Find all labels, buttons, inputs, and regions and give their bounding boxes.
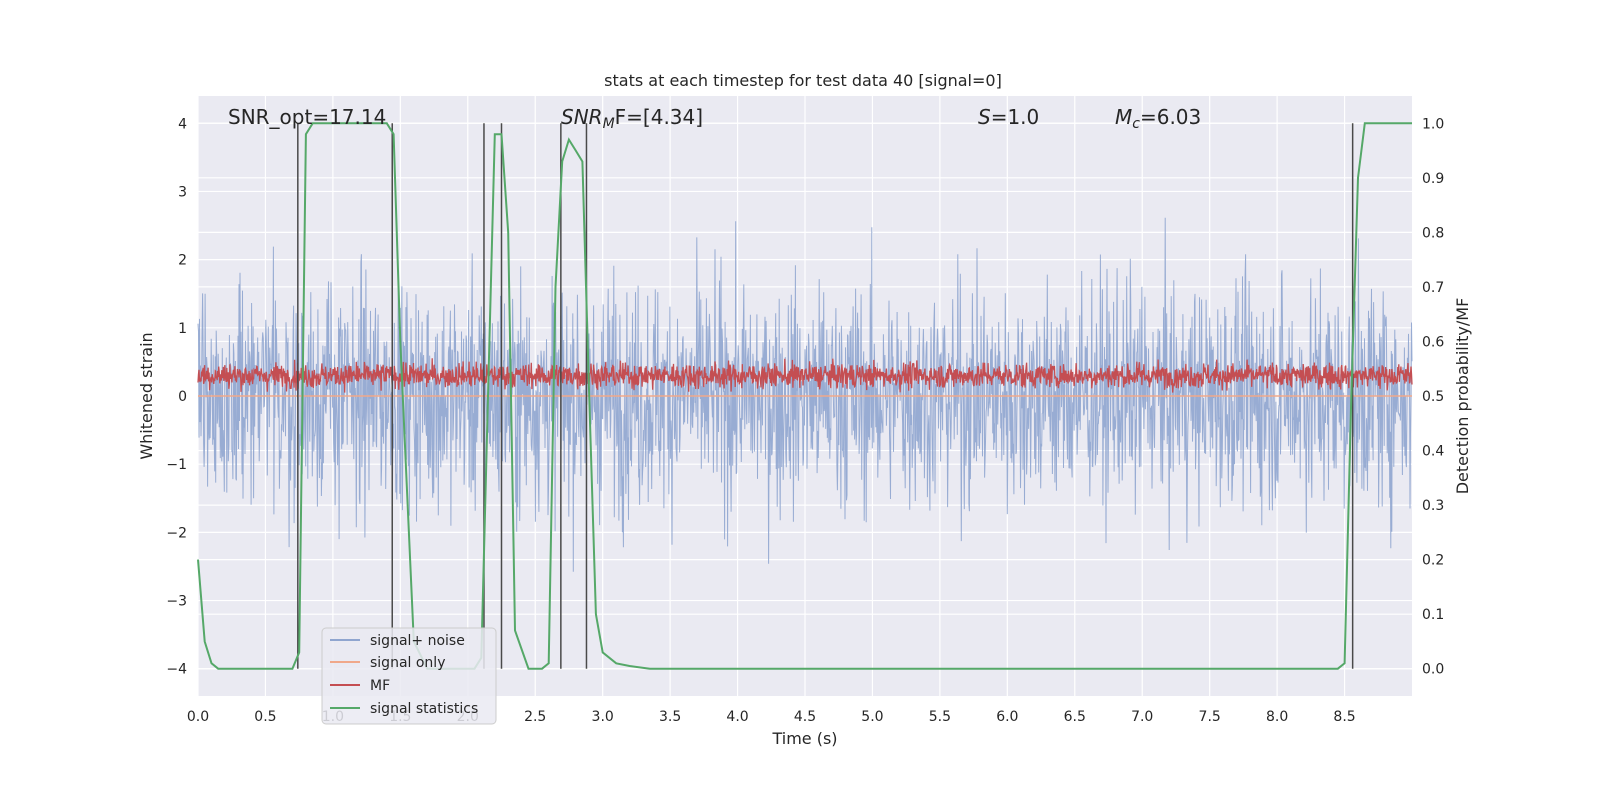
- mf-series: [197, 358, 1413, 393]
- y2-tick-label: 0.1: [1422, 607, 1444, 623]
- x-tick-label: 7.5: [1199, 709, 1221, 725]
- x-tick-label: 6.5: [1064, 709, 1086, 725]
- mf-line: [197, 358, 1413, 393]
- signal-statistics-line: [197, 122, 1412, 670]
- x-axis-label: Time (s): [771, 729, 837, 748]
- x-tick-label: 3.0: [592, 709, 614, 725]
- y2-tick-label: 0.7: [1422, 280, 1444, 296]
- x-tick-label: 2.5: [524, 709, 546, 725]
- x-tick-label: 4.0: [726, 709, 748, 725]
- y-tick-label: −3: [166, 594, 187, 610]
- y-tick-label: 2: [178, 253, 187, 269]
- y-tick-label: 1: [178, 321, 187, 337]
- y2-tick-label: 0.3: [1422, 498, 1444, 514]
- x-tick-label: 5.0: [861, 709, 883, 725]
- y2-tick-label: 1.0: [1422, 116, 1444, 132]
- y2-ticks: 0.0 0.1 0.2 0.3 0.4 0.5 0.6 0.7 0.8 0.9 1.0: [1422, 116, 1444, 677]
- y-tick-label: 3: [178, 184, 187, 200]
- s-tail: =1.0: [991, 105, 1040, 129]
- mc-annotation: Mc=6.03: [1115, 105, 1201, 132]
- x-tick-label: 6.0: [996, 709, 1018, 725]
- mc-sub: c: [1132, 116, 1140, 132]
- y2-axis-label: Detection probability/MF: [1453, 298, 1472, 495]
- signal-noise-line: [197, 217, 1413, 572]
- snr-mf-sub: M: [603, 116, 615, 132]
- y2-tick-label: 0.4: [1422, 444, 1444, 460]
- y-tick-label: 0: [178, 389, 187, 405]
- snr-mf-tail: F=[4.34]: [615, 105, 703, 129]
- y2-tick-label: 0.0: [1422, 662, 1444, 678]
- legend: signal+ noise signal only MF signal stat…: [321, 627, 497, 725]
- x-tick-label: 7.0: [1131, 709, 1153, 725]
- signal-statistics-series: [197, 122, 1412, 670]
- mc-tail: =6.03: [1140, 105, 1201, 129]
- y2-tick-label: 0.2: [1422, 553, 1444, 569]
- signal-noise-series: [197, 217, 1413, 572]
- y-tick-label: −2: [166, 525, 187, 541]
- x-tick-label: 4.5: [794, 709, 816, 725]
- x-tick-label: 8.0: [1266, 709, 1288, 725]
- y2-tick-label: 0.5: [1422, 389, 1444, 405]
- s-main: S: [978, 105, 991, 129]
- chart-title: stats at each timestep for test data 40 …: [604, 71, 1002, 90]
- x-tick-label: 8.5: [1333, 709, 1355, 725]
- mc-main: M: [1115, 105, 1132, 129]
- snr-mf-main: SNR: [561, 105, 603, 129]
- legend-label-signal-statistics: signal statistics: [370, 701, 478, 717]
- y-tick-label: −1: [166, 457, 187, 473]
- legend-label-mf: MF: [370, 678, 390, 694]
- y-axis-label: Whitened strain: [137, 332, 156, 459]
- y-ticks: −4 −3 −2 −1 0 1 2 3 4: [166, 116, 187, 677]
- x-tick-label: 0.0: [187, 709, 209, 725]
- legend-label-signal-only: signal only: [370, 655, 445, 671]
- legend-frame: [321, 627, 497, 725]
- x-tick-label: 0.5: [254, 709, 276, 725]
- y2-tick-label: 0.9: [1422, 171, 1444, 187]
- y2-tick-label: 0.8: [1422, 225, 1444, 241]
- s-annotation: S=1.0: [978, 105, 1039, 129]
- x-tick-label: 5.5: [929, 709, 951, 725]
- snr-opt-annotation: SNR_opt=17.14: [228, 105, 386, 129]
- y-tick-label: 4: [178, 116, 187, 132]
- y-tick-label: −4: [166, 662, 187, 678]
- y2-tick-label: 0.6: [1422, 334, 1444, 350]
- snr-mf-annotation: SNRMF=[4.34]: [561, 105, 703, 132]
- legend-label-signal-noise: signal+ noise: [370, 633, 465, 649]
- x-tick-label: 3.5: [659, 709, 681, 725]
